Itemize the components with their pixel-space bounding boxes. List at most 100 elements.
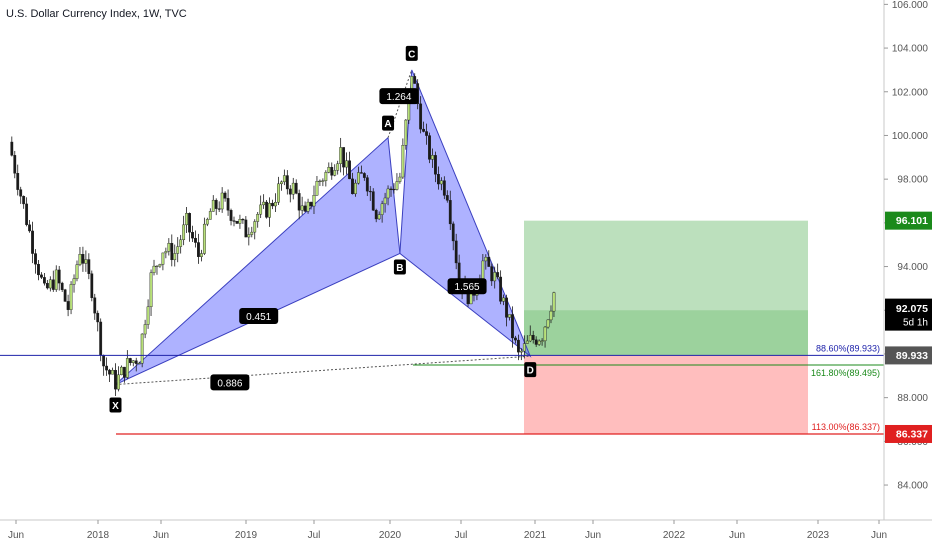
- x-tick-label: 2023: [807, 530, 830, 541]
- ratio-bcd-label: 1.565: [455, 282, 480, 293]
- candle-body: [439, 180, 443, 185]
- candle-body: [425, 131, 428, 136]
- candle-body: [96, 312, 100, 323]
- candle-body: [256, 214, 260, 222]
- candle-body: [102, 355, 106, 367]
- candle-body: [22, 196, 26, 205]
- candle-body: [244, 219, 248, 238]
- candle-body: [128, 358, 132, 364]
- entry-price-badge-bg: [885, 346, 932, 365]
- candle-body: [291, 182, 295, 195]
- candle-body: [93, 297, 97, 314]
- candle-body: [57, 269, 61, 284]
- candle-body: [13, 155, 17, 174]
- candle-body: [143, 324, 147, 335]
- candle-body: [380, 203, 384, 215]
- candle-body: [345, 160, 348, 168]
- candle-body: [490, 266, 494, 282]
- candle-body: [182, 224, 186, 241]
- candle-body: [342, 147, 346, 168]
- entry-price-badge: 89.933: [896, 350, 928, 362]
- x-tick-label: Jul: [308, 530, 321, 541]
- candle-body: [63, 289, 67, 302]
- candle-body: [288, 188, 292, 195]
- candle-body: [122, 366, 126, 378]
- candle-body: [176, 246, 180, 254]
- current-price-badge-bg: [885, 298, 932, 331]
- candle-body: [454, 240, 458, 264]
- candle-body: [371, 191, 375, 211]
- candle-body: [217, 208, 221, 210]
- candle-body: [274, 202, 277, 207]
- candle-body: [99, 321, 103, 356]
- candle-body: [208, 211, 212, 220]
- candle-body: [161, 252, 165, 265]
- candle-body: [81, 254, 85, 264]
- candle-body: [401, 145, 405, 178]
- candle-body: [442, 180, 446, 196]
- candle-body: [69, 284, 73, 310]
- candle-body: [146, 306, 150, 325]
- candle-body: [519, 350, 523, 353]
- candle-body: [185, 213, 188, 226]
- y-tick-label: 84.000: [897, 481, 928, 492]
- candle-body: [549, 310, 553, 321]
- candle-body: [37, 263, 40, 276]
- candle-body: [51, 279, 55, 290]
- y-tick-label: 100.000: [892, 131, 929, 142]
- y-tick-label: 106.000: [892, 0, 929, 11]
- candle-body: [72, 278, 76, 285]
- candle-body: [105, 365, 109, 371]
- candle-body: [546, 319, 550, 328]
- candle-body: [205, 219, 209, 225]
- candle-body: [194, 237, 197, 243]
- candle-body: [330, 167, 334, 176]
- candle-body: [303, 205, 307, 212]
- stop-zone: [524, 355, 808, 434]
- candle-body: [525, 340, 529, 344]
- point-c-label-bg: [405, 45, 418, 61]
- candle-body: [448, 200, 452, 225]
- candle-body: [392, 188, 396, 191]
- x-tick-label: 2021: [524, 530, 547, 541]
- candle-body: [125, 358, 129, 378]
- candle-body: [232, 220, 236, 222]
- xd-dotted-line: [115, 355, 531, 386]
- candle-body: [223, 192, 227, 199]
- candle-body: [220, 192, 224, 210]
- candle-body: [54, 269, 58, 290]
- candle-body: [487, 256, 491, 267]
- candle-body: [348, 160, 351, 180]
- candle-body: [431, 155, 434, 160]
- candle-body: [368, 190, 372, 193]
- candle-body: [522, 343, 526, 352]
- candle-body: [514, 337, 517, 341]
- candle-body: [179, 239, 183, 247]
- candle-body: [543, 326, 547, 342]
- candle-body: [282, 175, 286, 183]
- candle-body: [336, 163, 340, 171]
- point-x-label: X: [112, 401, 119, 412]
- candle-body: [312, 195, 316, 207]
- candle-body: [262, 201, 266, 206]
- candle-body: [259, 204, 263, 215]
- candle-body: [445, 195, 449, 201]
- ratio-abc-label-bg: [379, 88, 419, 105]
- candle-body: [229, 210, 233, 221]
- candle-body: [111, 369, 114, 375]
- candle-body: [173, 253, 177, 261]
- target-price-badge-bg: [885, 211, 932, 230]
- candle-body: [214, 199, 218, 209]
- candle-body: [365, 177, 369, 192]
- pattern-triangle-bcd: [399, 69, 532, 358]
- point-c-label: C: [408, 49, 415, 60]
- candle-body: [140, 333, 144, 364]
- ratio-xad-label: 0.886: [217, 378, 242, 389]
- candle-body: [131, 360, 135, 364]
- candle-body: [247, 234, 251, 238]
- point-b-label: B: [396, 263, 403, 274]
- candle-body: [537, 340, 541, 345]
- candle-body: [309, 201, 313, 207]
